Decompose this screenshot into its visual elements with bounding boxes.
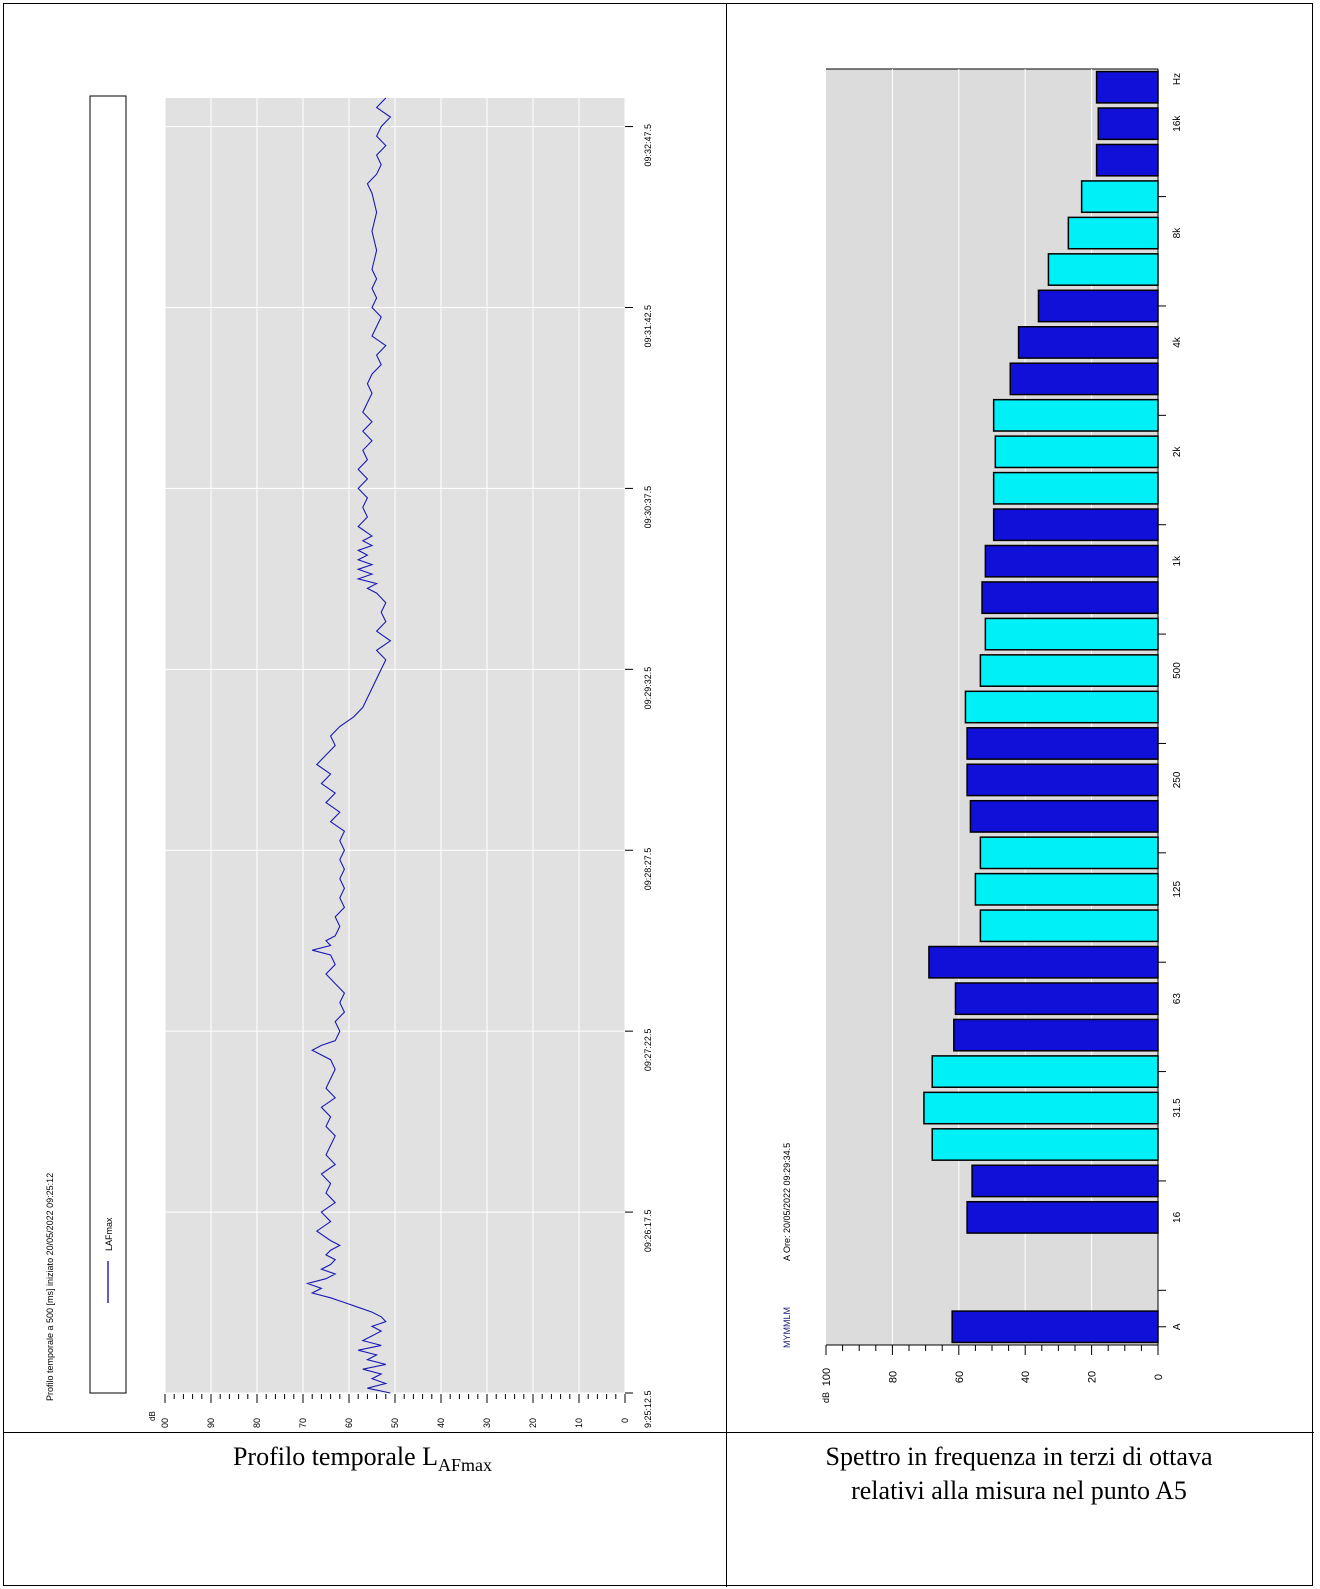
time-profile-chart: 100 90 80 70 60 50 40 30 20 10 0dB 09:25:12.509:26:… xyxy=(45,95,653,1428)
freq-tick-label: 16 xyxy=(1172,1211,1183,1223)
time-tick-label: 09:31:42.5 xyxy=(643,305,653,348)
bar-200 xyxy=(969,799,1159,833)
bar-1k xyxy=(984,544,1159,578)
time-tick-label: 09:29:32.5 xyxy=(643,667,653,710)
db-tick-label: 10 xyxy=(574,1418,584,1428)
db-axis-label: dB xyxy=(821,1392,831,1403)
right-caption-line1: Spettro in frequenza in terzi di ottava xyxy=(825,1442,1213,1471)
bar-3.15k xyxy=(1009,362,1159,396)
db-tick-label: 100 xyxy=(160,1418,170,1428)
bar-40 xyxy=(931,1055,1159,1088)
time-tick-label: 09:26:17.5 xyxy=(643,1210,653,1253)
bar-8k xyxy=(1067,216,1159,250)
bar-630 xyxy=(984,617,1159,651)
db-tick-label: 100 xyxy=(821,1368,833,1386)
chart-annotation-time: A Ore: 20/05/2022 09:29:34.5 xyxy=(782,1143,792,1261)
bar-50 xyxy=(953,1018,1159,1052)
left-caption-text: Profilo temporale L xyxy=(232,1442,439,1471)
bar-2k xyxy=(994,435,1159,469)
freq-tick-label: 1k xyxy=(1172,555,1183,567)
series-line-lafmax xyxy=(305,97,392,1394)
db-tick-label: 70 xyxy=(298,1418,308,1428)
left-caption-subscript: AFmax xyxy=(438,1455,493,1476)
db-tick-label: 20 xyxy=(528,1418,538,1428)
db-tick-label: 20 xyxy=(1087,1371,1099,1383)
bar-4k xyxy=(1017,326,1159,359)
freq-tick-label: 63 xyxy=(1172,993,1183,1005)
freq-tick-label: 16k xyxy=(1172,115,1183,132)
freq-tick-label: 250 xyxy=(1172,771,1183,788)
bar-16k xyxy=(1097,107,1159,141)
bar-20k xyxy=(1095,70,1159,104)
db-tick-label: 40 xyxy=(436,1418,446,1428)
db-tick-label: 40 xyxy=(1020,1371,1032,1383)
freq-tick-label: 31.5 xyxy=(1172,1098,1183,1118)
time-tick-label: 09:27:22.5 xyxy=(643,1029,653,1072)
db-tick-label: 60 xyxy=(954,1371,966,1383)
freq-tick-label: 8k xyxy=(1172,227,1183,239)
bar-250 xyxy=(966,763,1159,797)
bar-2.5k xyxy=(992,398,1159,432)
freq-tick-label: 4k xyxy=(1172,336,1183,348)
bar-63 xyxy=(954,982,1159,1016)
bar-5k xyxy=(1037,289,1159,323)
left-caption: Profilo temporale LAFmax xyxy=(3,1440,722,1482)
db-tick-label: 60 xyxy=(344,1418,354,1428)
freq-tick-label: 125 xyxy=(1172,881,1183,898)
time-tick-label: 09:28:27.5 xyxy=(643,848,653,891)
time-tick-label: 09:30:37.5 xyxy=(643,486,653,529)
bar-A xyxy=(951,1310,1159,1344)
db-tick-label: 90 xyxy=(206,1418,216,1428)
db-tick-label: 80 xyxy=(887,1371,899,1383)
db-tick-label: 80 xyxy=(252,1418,262,1428)
bar-1.6k xyxy=(992,471,1159,505)
db-tick-label: 30 xyxy=(482,1418,492,1428)
chart-title: Profilo temporale a 500 [ms] iniziato 20… xyxy=(45,1173,55,1401)
bar-12.5k xyxy=(1095,143,1159,177)
bar-20 xyxy=(971,1164,1159,1198)
freq-tick-label: 2k xyxy=(1172,446,1183,458)
db-tick-label: 50 xyxy=(390,1418,400,1428)
bar-400 xyxy=(964,690,1159,724)
db-tick-label: 0 xyxy=(620,1418,630,1423)
right-caption-line2: relativi alla misura nel punto A5 xyxy=(851,1476,1187,1505)
bar-315 xyxy=(966,727,1159,760)
spectrum-chart: 100 80 60 40 20 0 dB A 16 31.5 63 125 250 500 1k 2k 4k 8k… xyxy=(782,68,1183,1403)
freq-tick-label: 500 xyxy=(1172,662,1183,679)
bar-100 xyxy=(979,909,1159,943)
bar-16 xyxy=(966,1200,1159,1234)
time-tick-label: 09:32:47.5 xyxy=(643,124,653,167)
right-caption: Spettro in frequenza in terzi di ottava … xyxy=(726,1440,1312,1508)
bar-500 xyxy=(979,654,1159,687)
bar-10k xyxy=(1080,180,1159,214)
bar-125 xyxy=(974,872,1159,906)
bar-80 xyxy=(928,945,1159,979)
db-axis-label: dB xyxy=(148,1411,157,1421)
legend-label: LAFmax xyxy=(104,1217,114,1251)
bar-31.5 xyxy=(923,1091,1159,1125)
figure-table xyxy=(3,3,1314,1587)
chart-annotation-code: MYMMLM xyxy=(782,1307,792,1348)
freq-tick-label: Hz xyxy=(1172,73,1183,85)
bar-25 xyxy=(931,1128,1159,1161)
bar-800 xyxy=(981,581,1159,615)
db-tick-label: 0 xyxy=(1153,1374,1165,1380)
column-divider xyxy=(726,4,727,1587)
bar-6.3k xyxy=(1047,253,1159,286)
time-tick-label: 09:25:12.5 xyxy=(643,1390,653,1428)
legend-box xyxy=(89,95,127,1394)
bar-160 xyxy=(979,836,1159,870)
bar-1.25k xyxy=(992,508,1159,542)
freq-tick-label: A xyxy=(1172,1323,1183,1330)
row-divider xyxy=(4,1432,1314,1433)
